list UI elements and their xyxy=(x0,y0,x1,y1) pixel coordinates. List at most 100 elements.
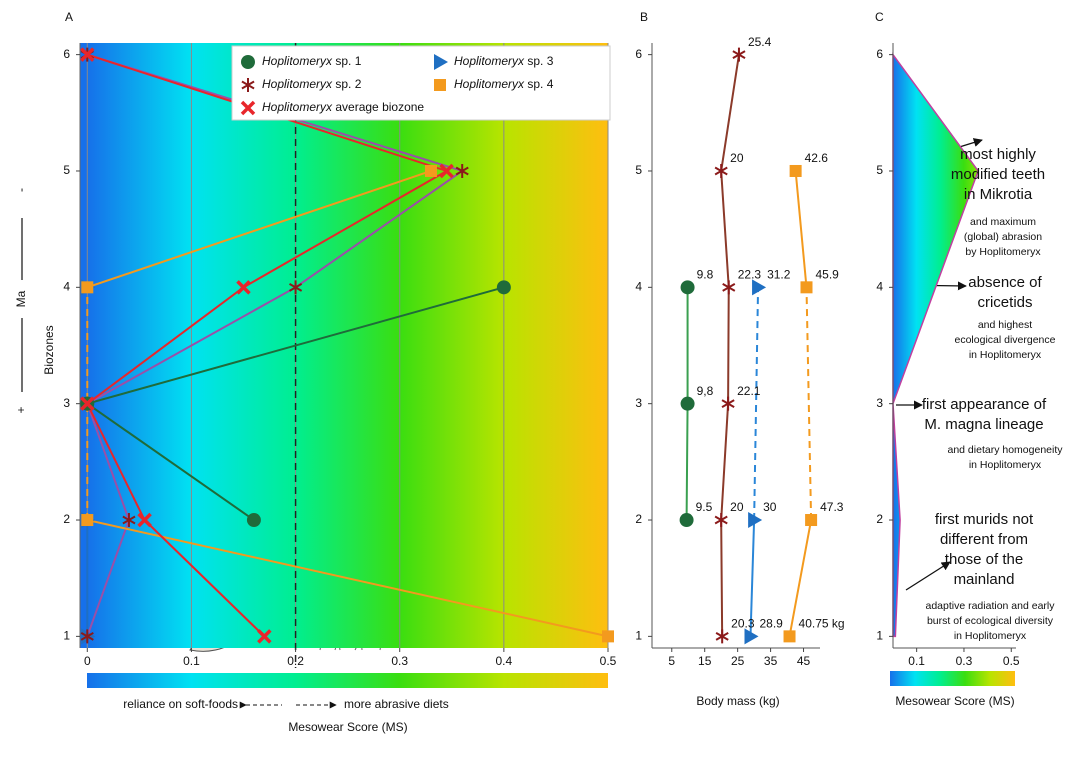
value-label: 28.9 xyxy=(759,617,783,631)
y-tick-label: 2 xyxy=(876,512,883,526)
arrow xyxy=(905,561,951,591)
marker xyxy=(137,512,152,528)
y-tick-label: 4 xyxy=(876,279,883,293)
annotation: those of the xyxy=(945,551,1023,568)
annotation-note: by Hoplitomeryx xyxy=(965,246,1041,258)
x-tick-label: 0.1 xyxy=(908,654,925,668)
y-tick-label: 6 xyxy=(635,47,642,61)
y-tick-label: 3 xyxy=(63,396,70,410)
value-label: 31.2 xyxy=(767,267,791,281)
y-tick-label: 4 xyxy=(635,279,642,293)
value-label: 20.3 xyxy=(731,617,755,631)
legend-label: Hoplitomeryx sp. 3 xyxy=(454,54,554,68)
y-axis-title: Biozones xyxy=(42,325,56,374)
value-label: 30 xyxy=(763,500,777,514)
marker xyxy=(752,279,767,296)
value-label: 22.3 xyxy=(738,267,762,281)
marker xyxy=(81,514,94,527)
marker xyxy=(715,629,729,644)
y-tick-label: 1 xyxy=(635,629,642,643)
annotation-note: in Hoplitomeryx xyxy=(954,630,1027,642)
marker xyxy=(80,47,95,62)
annotation: different from xyxy=(940,531,1028,548)
gap-connector xyxy=(805,287,813,521)
annotation-note: and maximum xyxy=(970,216,1036,228)
marker xyxy=(602,630,614,643)
panel-letter: A xyxy=(65,10,73,24)
annotation-note: (global) abrasion xyxy=(964,231,1042,243)
marker xyxy=(439,163,454,179)
y-tick-label: 2 xyxy=(635,512,642,526)
annotation-note: in Hoplitomeryx xyxy=(969,349,1042,361)
annotation: mainland xyxy=(954,571,1015,588)
marker xyxy=(679,513,694,528)
value-label: 40.75 kg xyxy=(799,617,845,631)
annotation-note: ecological divergence xyxy=(955,334,1056,346)
colorbar-label: reliance on soft-foods xyxy=(123,697,238,711)
annotation-note: in Hoplitomeryx xyxy=(969,459,1042,471)
annotation-note: and dietary homogeneity xyxy=(948,444,1064,456)
y-tick-label: 6 xyxy=(63,47,70,61)
legend-label: Hoplitomeryx average biozone xyxy=(262,100,424,114)
series-line xyxy=(86,170,609,638)
marker xyxy=(744,628,759,645)
marker xyxy=(289,280,303,295)
y-tick-label: 6 xyxy=(876,47,883,61)
marker xyxy=(81,281,94,294)
marker xyxy=(714,513,728,528)
series-line xyxy=(720,54,740,637)
y-tick-label: 1 xyxy=(63,629,70,643)
marker xyxy=(257,629,272,644)
marker xyxy=(800,281,813,294)
legend-marker xyxy=(434,54,448,70)
x-tick-label: 5 xyxy=(668,654,675,668)
marker xyxy=(805,514,818,527)
marker xyxy=(783,630,796,643)
marker xyxy=(714,163,728,178)
panel-letter: C xyxy=(875,10,884,24)
x-tick-label: 0.4 xyxy=(496,654,513,668)
value-label: 20 xyxy=(730,500,744,514)
series-line xyxy=(86,53,465,637)
annotation-note: burst of ecological diversity xyxy=(927,615,1054,627)
marker xyxy=(680,280,695,295)
x-tick-label: 0.2 xyxy=(287,654,304,668)
legend-marker xyxy=(240,100,256,116)
x-tick-label: 0.3 xyxy=(391,654,408,668)
value-label: 9.8 xyxy=(697,267,714,281)
annotation: M. magna lineage xyxy=(924,416,1043,433)
y-tick-label: 1 xyxy=(876,629,883,643)
annotation: first murids not xyxy=(935,511,1034,528)
annotation-note: adaptive radiation and early xyxy=(925,600,1055,612)
legend-marker xyxy=(241,55,255,69)
x-tick-label: 0.3 xyxy=(956,654,973,668)
marker xyxy=(122,513,136,528)
y-tick-label: 5 xyxy=(876,163,883,177)
marker xyxy=(722,280,736,295)
annotation: in Mikrotia xyxy=(964,186,1033,203)
x-tick-label: 0.5 xyxy=(600,654,617,668)
x-tick-label: 15 xyxy=(698,654,712,668)
x-tick-label: 25 xyxy=(731,654,745,668)
x-axis-title: Mesowear Score (MS) xyxy=(895,694,1014,708)
marker xyxy=(680,396,695,411)
x-tick-label: 35 xyxy=(764,654,778,668)
legend-label: Hoplitomeryx sp. 2 xyxy=(262,77,362,91)
marker xyxy=(732,47,746,62)
value-label: 9,8 xyxy=(697,384,714,398)
x-axis-title: Mesowear Score (MS) xyxy=(288,720,407,734)
marker xyxy=(748,512,763,529)
annotation: absence of xyxy=(968,274,1042,291)
legend-label: Hoplitomeryx sp. 4 xyxy=(454,77,554,91)
annotation: first appearance of xyxy=(922,396,1047,413)
legend-box xyxy=(231,45,611,121)
colorbar-label: more abrasive diets xyxy=(344,697,449,711)
value-label: 47.3 xyxy=(820,500,844,514)
x-tick-label: 0.1 xyxy=(183,654,200,668)
y-tick-label: 3 xyxy=(635,396,642,410)
annotation: most highly xyxy=(960,146,1036,163)
marker xyxy=(455,163,469,178)
legend-marker xyxy=(241,78,255,92)
y-tick-label: 3 xyxy=(876,396,883,410)
